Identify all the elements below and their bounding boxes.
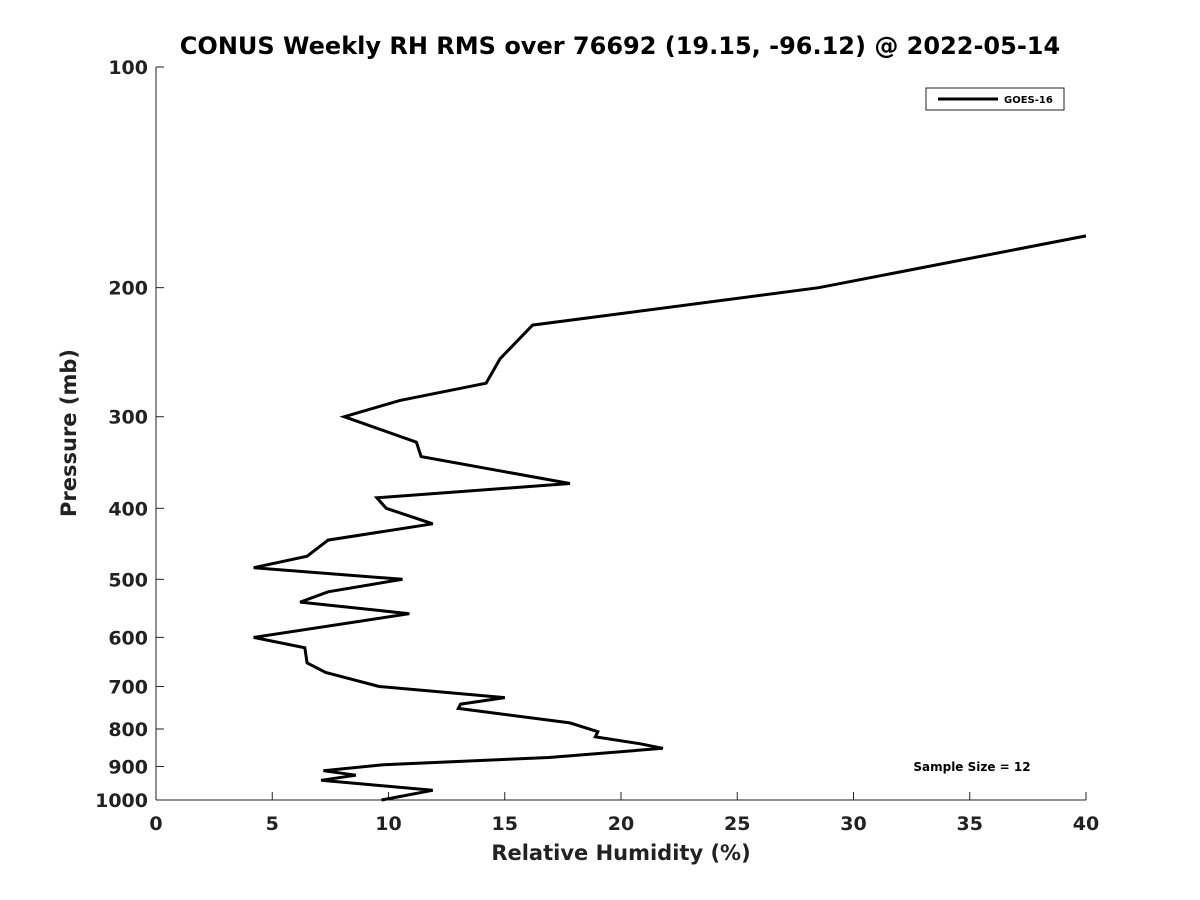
plot-axes xyxy=(155,67,1086,801)
y-axis-label: Pressure (mb) xyxy=(57,349,81,517)
x-axis-ticks: 0 5 10 15 20 25 30 35 40 xyxy=(149,792,1099,835)
x-tick-label: 10 xyxy=(375,813,401,835)
y-tick-label: 500 xyxy=(108,569,148,591)
x-axis-label: Relative Humidity (%) xyxy=(491,841,750,865)
y-tick-label: 1000 xyxy=(95,790,148,812)
x-tick-label: 15 xyxy=(492,813,518,835)
y-tick-label: 600 xyxy=(108,627,148,649)
y-tick-label: 700 xyxy=(108,676,148,698)
series-layer xyxy=(253,234,1087,802)
x-tick-label: 35 xyxy=(957,813,983,835)
y-tick-label: 300 xyxy=(108,407,148,429)
y-axis-ticks: 100 200 300 400 500 600 700 800 900 1000 xyxy=(95,57,164,812)
y-tick-label: 400 xyxy=(108,498,148,520)
series-line-goes-16 xyxy=(253,234,1087,802)
x-tick-label: 30 xyxy=(840,813,866,835)
x-tick-label: 40 xyxy=(1073,813,1099,835)
y-tick-label: 800 xyxy=(108,719,148,741)
y-tick-label: 100 xyxy=(108,57,148,79)
x-tick-label: 5 xyxy=(266,813,279,835)
x-tick-label: 0 xyxy=(149,813,162,835)
y-tick-label: 900 xyxy=(108,756,148,778)
x-tick-label: 25 xyxy=(724,813,750,835)
sample-size-annotation: Sample Size = 12 xyxy=(913,760,1030,774)
legend-label-goes-16: GOES-16 xyxy=(1004,95,1053,106)
chart-title: CONUS Weekly RH RMS over 76692 (19.15, -… xyxy=(180,32,1060,60)
legend: GOES-16 xyxy=(925,87,1065,111)
y-tick-label: 200 xyxy=(108,278,148,300)
x-tick-label: 20 xyxy=(608,813,634,835)
